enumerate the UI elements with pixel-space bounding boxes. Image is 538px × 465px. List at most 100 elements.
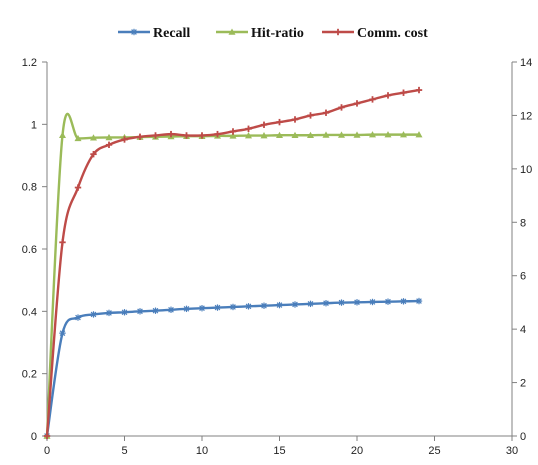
data-point-hit-ratio <box>384 131 392 138</box>
data-point-hit-ratio <box>415 131 423 138</box>
y-left-tick-label: 0.4 <box>22 306 37 318</box>
y-right-tick-label: 12 <box>520 110 532 122</box>
x-tick-label: 20 <box>351 445 363 457</box>
data-point-comm-cost <box>353 100 361 107</box>
plot-area <box>43 86 423 440</box>
data-point-recall <box>59 329 66 337</box>
data-point-comm-cost <box>307 112 314 119</box>
data-point-comm-cost <box>136 133 144 140</box>
data-point-recall <box>276 301 283 309</box>
data-point-hit-ratio <box>105 133 113 141</box>
data-point-recall <box>307 300 314 308</box>
data-point-recall <box>322 300 330 307</box>
legend-item-hit-ratio: Hit-ratio <box>216 26 304 41</box>
data-point-recall <box>384 298 392 305</box>
chart-legend: Recall Hit-ratio Comm. cost <box>118 26 428 41</box>
series-recall <box>43 297 423 440</box>
y-left-tick-label: 1.2 <box>22 57 37 69</box>
data-point-recall <box>400 298 407 305</box>
data-point-hit-ratio <box>245 132 252 139</box>
data-point-hit-ratio <box>260 132 268 139</box>
data-point-comm-cost <box>183 132 190 139</box>
y-right-tick-label: 10 <box>520 164 532 176</box>
data-point-hit-ratio <box>400 131 407 138</box>
y-right-tick-label: 6 <box>520 271 526 283</box>
data-point-comm-cost <box>260 121 268 128</box>
data-point-recall <box>415 297 423 305</box>
legend-item-recall: Recall <box>118 26 190 41</box>
data-point-comm-cost <box>338 104 345 111</box>
data-point-recall <box>245 303 252 310</box>
data-point-recall <box>90 311 97 318</box>
legend-marker-comm-cost <box>334 28 342 36</box>
y-right-tick-label: 4 <box>520 324 526 336</box>
series-line-recall <box>45 299 420 437</box>
data-point-comm-cost <box>322 109 330 116</box>
data-point-comm-cost <box>167 130 175 138</box>
data-point-hit-ratio <box>74 134 82 142</box>
data-point-comm-cost <box>214 130 221 138</box>
data-point-recall <box>353 299 361 306</box>
data-point-recall <box>74 314 82 321</box>
legend-item-comm-cost: Comm. cost <box>322 26 428 41</box>
data-point-comm-cost <box>198 132 206 139</box>
legend-marker-recall <box>130 28 138 36</box>
data-point-recall <box>136 308 144 315</box>
series-hit-ratio <box>43 112 423 439</box>
data-point-recall <box>229 303 237 311</box>
data-point-hit-ratio <box>338 131 345 138</box>
data-point-hit-ratio <box>291 131 299 139</box>
data-point-comm-cost <box>43 432 51 440</box>
legend-label-hit-ratio: Hit-ratio <box>251 26 304 41</box>
y-left-tick-label: 1 <box>31 119 37 131</box>
y-left-tick-label: 0 <box>31 431 37 443</box>
data-point-recall <box>183 305 190 313</box>
series-line-hit-ratio <box>45 112 419 437</box>
data-point-recall <box>167 306 175 313</box>
data-point-recall <box>260 302 268 309</box>
data-point-hit-ratio <box>90 134 97 141</box>
data-point-recall <box>152 307 159 314</box>
data-point-recall <box>198 305 206 312</box>
data-point-hit-ratio <box>307 131 314 139</box>
data-point-comm-cost <box>415 86 423 94</box>
series-comm-cost <box>43 86 423 440</box>
data-point-comm-cost <box>105 141 113 149</box>
data-point-hit-ratio <box>369 131 376 138</box>
data-point-comm-cost <box>291 116 299 123</box>
data-point-recall <box>214 304 221 311</box>
y-right-tick-label: 0 <box>520 431 526 443</box>
data-point-hit-ratio <box>59 131 66 139</box>
legend-label-recall: Recall <box>153 26 190 41</box>
data-point-comm-cost <box>369 96 376 103</box>
x-tick-label: 10 <box>196 445 208 457</box>
data-point-comm-cost <box>400 89 407 96</box>
x-tick-label: 15 <box>273 445 285 457</box>
data-point-hit-ratio <box>353 131 361 138</box>
legend-marker-hit-ratio <box>228 28 236 35</box>
y-right-tick-label: 2 <box>520 378 526 390</box>
data-point-comm-cost <box>276 118 283 126</box>
data-point-hit-ratio <box>229 132 237 139</box>
data-point-recall <box>105 309 113 317</box>
data-point-comm-cost <box>121 136 128 143</box>
data-point-recall <box>369 298 376 306</box>
legend-label-comm-cost: Comm. cost <box>357 26 428 41</box>
x-tick-label: 25 <box>428 445 440 457</box>
data-point-recall <box>121 309 128 316</box>
data-point-hit-ratio <box>276 131 283 139</box>
data-point-comm-cost <box>384 92 392 99</box>
data-point-hit-ratio <box>322 131 330 138</box>
data-point-recall <box>291 301 299 308</box>
data-point-comm-cost <box>152 132 159 139</box>
y-left-tick-label: 0.6 <box>22 244 37 256</box>
y-right-tick-label: 14 <box>520 57 532 69</box>
y-left-tick-label: 0.8 <box>22 182 37 194</box>
data-point-comm-cost <box>90 150 97 158</box>
x-tick-label: 30 <box>506 445 518 457</box>
data-point-recall <box>338 299 345 306</box>
x-tick-label: 0 <box>44 445 50 457</box>
series-line-comm-cost <box>45 88 420 437</box>
